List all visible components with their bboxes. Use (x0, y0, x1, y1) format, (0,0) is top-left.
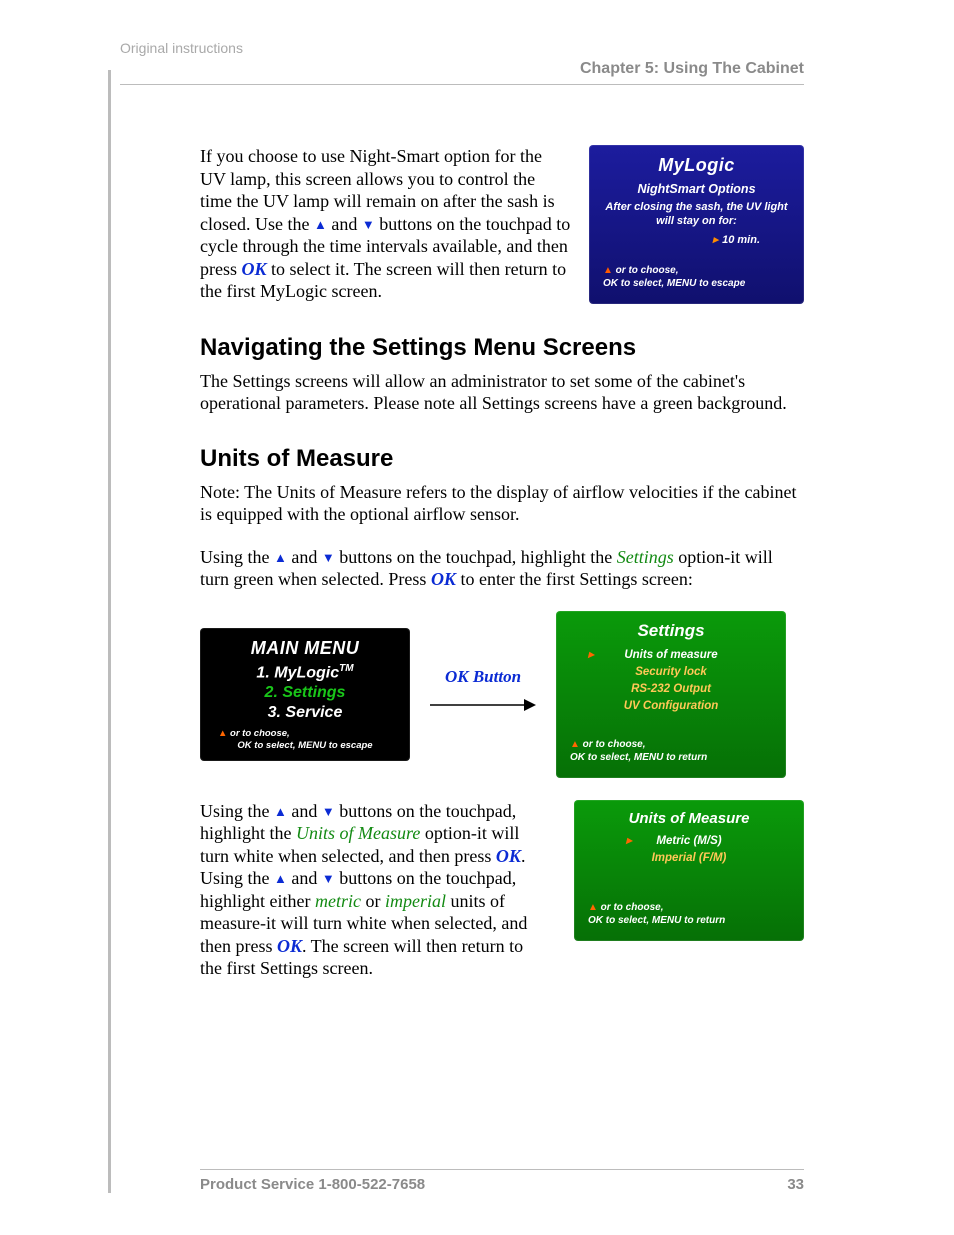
up-icon: ▲ (570, 739, 580, 750)
arrow-icon (428, 693, 538, 717)
text: or to choose, (598, 902, 664, 913)
up-triangle-icon: ▲ (314, 217, 327, 232)
chapter-heading: Chapter 5: Using The Cabinet (120, 60, 804, 78)
footer-line2: OK to select, MENU to return (570, 751, 772, 764)
screen-footer: ▲ or to choose, OK to select, MENU to es… (603, 264, 790, 290)
marker-icon: ▸ (588, 647, 594, 664)
units-note-paragraph: Note: The Units of Measure refers to the… (200, 481, 804, 526)
settings-item-security: Security lock (570, 664, 772, 681)
tm-superscript: TM (339, 663, 353, 674)
settings-screen: Settings ▸ Units of measure Security lock… (556, 611, 786, 778)
down-triangle-icon: ▼ (362, 217, 375, 232)
units-detail-paragraph: Using the ▲ and ▼ buttons on the touchpa… (200, 800, 548, 980)
imperial-keyword: imperial (385, 891, 446, 911)
footer-line1: ▲ or to choose, (570, 738, 772, 751)
settings-footer: ▲ or to choose, OK to select, MENU to re… (570, 738, 772, 764)
navigating-settings-heading: Navigating the Settings Menu Screens (200, 334, 804, 362)
settings-keyword: Settings (617, 547, 674, 567)
settings-item-rs232: RS-232 Output (570, 681, 772, 698)
navigating-settings-paragraph: The Settings screens will allow an admin… (200, 370, 804, 415)
footer-line1: ▲ or to choose, (212, 728, 398, 740)
page-number: 33 (787, 1176, 804, 1193)
main-menu-title: MAIN MENU (212, 638, 398, 659)
footer-line2: OK to select, MENU to escape (212, 740, 398, 752)
ok-keyword: OK (277, 936, 302, 956)
text: or (361, 891, 385, 911)
metric-keyword: metric (315, 891, 361, 911)
main-menu-item-settings: 2. Settings (212, 684, 398, 702)
down-triangle-icon: ▼ (322, 871, 335, 886)
text: and (287, 801, 322, 821)
text: and (327, 214, 362, 234)
left-vertical-rule (108, 70, 111, 1193)
uom-screen-title: Units of Measure (588, 810, 790, 827)
uom-list: ▸ Metric (M/S) Imperial (F/M) (588, 833, 790, 868)
ok-button-arrow: OK Button (428, 667, 538, 722)
screen-time-value: ▸10 min. (603, 233, 790, 246)
text: Metric (M/S) (656, 835, 721, 847)
uom-footer: ▲ or to choose, OK to select, MENU to re… (588, 901, 790, 927)
time-text: 10 min. (722, 234, 760, 246)
ok-button-label: OK Button (428, 667, 538, 687)
screen-body-text: After closing the sash, the UV light wil… (603, 200, 790, 229)
nightsmart-section: If you choose to use Night-Smart option … (200, 145, 804, 304)
down-triangle-icon: ▼ (322, 550, 335, 565)
text: Using the (200, 801, 274, 821)
text: or to choose, (613, 265, 679, 276)
units-instruction-paragraph: Using the ▲ and ▼ buttons on the touchpa… (200, 546, 804, 591)
down-triangle-icon: ▼ (322, 804, 335, 819)
main-menu-item-mylogic: 1. MyLogicTM (212, 663, 398, 682)
up-triangle-icon: ▲ (274, 804, 287, 819)
up-icon: ▲ (588, 902, 598, 913)
marker-icon: ▸ (626, 833, 632, 850)
uom-item-imperial: Imperial (F/M) (588, 850, 790, 867)
settings-item-units: ▸ Units of measure (570, 647, 772, 664)
original-instructions-label: Original instructions (120, 40, 804, 56)
settings-list: ▸ Units of measure Security lock RS-232 O… (570, 647, 772, 716)
mylogic-nightsmart-screen: MyLogic NightSmart Options After closing… (589, 145, 804, 304)
marker-icon: ▸ (713, 234, 719, 246)
main-menu-screen: MAIN MENU 1. MyLogicTM 2. Settings 3. Se… (200, 628, 410, 761)
ok-keyword: OK (242, 259, 267, 279)
ok-keyword: OK (496, 846, 521, 866)
footer-row: Product Service 1-800-522-7658 33 (200, 1176, 804, 1193)
units-detail-row: Using the ▲ and ▼ buttons on the touchpa… (200, 800, 804, 980)
footer-line2: OK to select, MENU to return (588, 914, 790, 927)
main-menu-footer: ▲ or to choose, OK to select, MENU to es… (212, 728, 398, 753)
uom-item-metric: ▸ Metric (M/S) (588, 833, 790, 850)
up-triangle-icon: ▲ (274, 871, 287, 886)
product-service-label: Product Service 1-800-522-7658 (200, 1176, 425, 1193)
text: 1. MyLogic (256, 664, 339, 681)
text: Units of measure (624, 649, 717, 661)
screen-title: MyLogic (603, 155, 790, 176)
text: and (287, 547, 322, 567)
up-icon: ▲ (218, 728, 227, 739)
ok-keyword: OK (431, 569, 456, 589)
page-content: If you choose to use Night-Smart option … (200, 145, 804, 980)
text: to enter the first Settings screen: (456, 569, 693, 589)
text: Using the (200, 547, 274, 567)
page-footer: Product Service 1-800-522-7658 33 (200, 1169, 804, 1193)
settings-item-uv: UV Configuration (570, 698, 772, 715)
text: or to choose, (227, 728, 289, 739)
main-menu-to-settings-row: MAIN MENU 1. MyLogicTM 2. Settings 3. Se… (200, 611, 804, 778)
page-header: Original instructions Chapter 5: Using T… (120, 40, 804, 85)
footer-line2: OK to select, MENU to escape (603, 277, 790, 290)
main-menu-item-service: 3. Service (212, 704, 398, 722)
screen-subtitle: NightSmart Options (603, 182, 790, 196)
text: or to choose, (580, 739, 646, 750)
settings-title: Settings (570, 621, 772, 641)
units-of-measure-heading: Units of Measure (200, 445, 804, 473)
footer-rule (200, 1169, 804, 1170)
header-rule (120, 84, 804, 85)
uom-keyword: Units of Measure (296, 823, 420, 843)
up-icon: ▲ (603, 265, 613, 276)
footer-line1: ▲ or to choose, (588, 901, 790, 914)
footer-line1: ▲ or to choose, (603, 264, 790, 277)
text: and (287, 868, 322, 888)
text: buttons on the touchpad, highlight the (335, 547, 617, 567)
up-triangle-icon: ▲ (274, 550, 287, 565)
nightsmart-paragraph: If you choose to use Night-Smart option … (200, 145, 571, 304)
units-of-measure-screen: Units of Measure ▸ Metric (M/S) Imperial … (574, 800, 804, 942)
